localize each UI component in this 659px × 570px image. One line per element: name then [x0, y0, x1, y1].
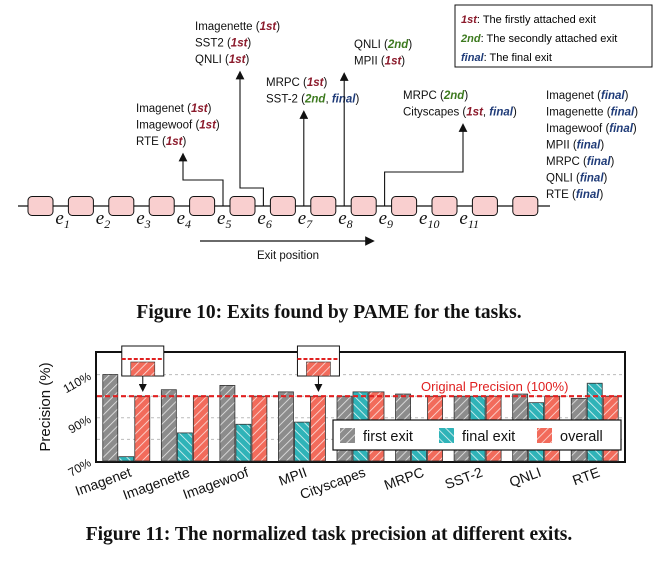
- bar-first-exit: [219, 384, 236, 462]
- exit-label: e2: [96, 208, 110, 231]
- y-axis-label: Precision (%): [37, 362, 54, 451]
- exit-label: e10: [419, 208, 439, 231]
- annotation-line: RTE (1st): [136, 136, 186, 148]
- exit-label: e4: [177, 208, 191, 231]
- chart-legend-box: [332, 419, 622, 451]
- exit-label: e11: [459, 208, 479, 231]
- annotation-line: Cityscapes (1st, final): [403, 107, 517, 119]
- legend-final: final: The final exit: [461, 52, 552, 64]
- legend-first: 1st: The firstly attached exit: [461, 14, 596, 26]
- category-label: RTE: [570, 464, 602, 489]
- zoom-bar: [306, 361, 331, 377]
- bar-first-exit: [102, 374, 119, 462]
- exit-node: [67, 196, 94, 216]
- bar-overall: [251, 395, 268, 462]
- category-label: Imagenette: [121, 464, 192, 503]
- exit-position-label: Exit position: [257, 250, 319, 262]
- exit-label: e7: [298, 208, 313, 231]
- legend-swatch-final: [439, 428, 454, 443]
- category-label: Cityscapes: [298, 464, 368, 502]
- bar-final-exit: [294, 421, 310, 462]
- exit-label: e8: [338, 208, 352, 231]
- zoom-bar: [130, 361, 156, 377]
- exit-node: [310, 196, 337, 216]
- y-ticks: 70% 90% 110%: [61, 369, 94, 480]
- annotation-line: Imagenette (1st): [195, 21, 280, 33]
- legend-overall: overall: [560, 429, 603, 445]
- annotation-line: QNLI (2nd): [354, 39, 412, 51]
- annotation-line: RTE (final): [546, 189, 603, 201]
- exit-node: [27, 196, 54, 216]
- chart-legend: first exit final exit overall: [332, 419, 622, 451]
- annotation-line: MRPC (final): [546, 156, 615, 168]
- exit-label: e6: [257, 208, 271, 231]
- exit-node: [471, 196, 498, 216]
- exit-node: [391, 196, 418, 216]
- legend-swatch-first: [340, 428, 355, 443]
- exit-label: e9: [379, 208, 393, 231]
- y-tick-label: 90%: [66, 412, 94, 436]
- exit-label: e1: [55, 208, 69, 231]
- annotation-line: Imagewoof (1st): [136, 120, 220, 132]
- annotation-arrow: [178, 152, 224, 206]
- legend-final-exit: final exit: [462, 429, 515, 445]
- annotation-line: SST-2 (2nd, final): [266, 94, 359, 106]
- reference-label: Original Precision (100%): [421, 379, 568, 394]
- bar-final-exit: [235, 423, 252, 462]
- zoom-callouts: [121, 345, 340, 392]
- y-tick-label: 110%: [61, 369, 94, 396]
- category-label: Imagewoof: [181, 464, 251, 502]
- annotation-line: MRPC (1st): [266, 77, 328, 89]
- figure-11: Original Precision (100%) 70% 90% 110% Ima…: [37, 345, 626, 545]
- bar-first-exit: [160, 389, 177, 462]
- bar-first-exit: [278, 391, 294, 462]
- annotation-arrow: [235, 70, 264, 206]
- exit-nodes: e1 e2 e3 e4 e5 e6 e7 e8 e9 e10 e11: [27, 196, 539, 231]
- legend-swatch-overall: [537, 428, 552, 443]
- fig10-legend-box: [454, 4, 653, 68]
- annotation-line: Imagenette (final): [546, 107, 638, 119]
- figure11-caption: Figure 11: The normalized task precision…: [86, 524, 573, 545]
- fig10-legend: 1st: The firstly attached exit 2nd: The …: [454, 4, 653, 68]
- category-label: SST-2: [443, 464, 485, 492]
- reference-line-group: Original Precision (100%): [97, 379, 624, 398]
- y-tick-label: 70%: [66, 455, 94, 479]
- exit-node: [148, 196, 175, 216]
- exit-node: [108, 196, 135, 216]
- annotation-line: MPII (1st): [354, 56, 405, 68]
- category-label: QNLI: [507, 464, 543, 490]
- bar-overall: [192, 395, 209, 462]
- legend-second: 2nd: The secondly attached exit: [460, 33, 617, 45]
- figure-10: 1st: The firstly attached exit 2nd: The …: [18, 4, 653, 323]
- exit-node: [431, 196, 458, 216]
- annotation-line: SST2 (1st): [195, 38, 251, 50]
- exit-node: [189, 196, 216, 216]
- annotation-line: QNLI (final): [546, 173, 608, 185]
- bar-overall: [134, 395, 151, 462]
- bar-overall: [310, 395, 326, 462]
- bar-final-exit: [176, 432, 193, 462]
- bar-final-exit: [118, 456, 135, 462]
- exit-node: [350, 196, 377, 216]
- annotation-line: Imagenet (1st): [136, 103, 212, 115]
- annotation-line: Imagenet (final): [546, 90, 629, 102]
- figure10-caption: Figure 10: Exits found by PAME for the t…: [136, 302, 521, 323]
- exit-node: [269, 196, 296, 216]
- annotation-arrow: [384, 123, 468, 206]
- exit-node: [229, 196, 256, 216]
- exit-label: e5: [217, 208, 231, 231]
- annotation-line: Imagewoof (final): [546, 123, 637, 135]
- annotation-line: QNLI (1st): [195, 54, 250, 66]
- exit-annotations: Imagenet (1st) Imagewoof (1st) RTE (1st) Im…: [136, 21, 638, 206]
- exit-node: [512, 196, 539, 216]
- legend-first-exit: first exit: [363, 429, 413, 445]
- annotation-line: MPII (final): [546, 140, 604, 152]
- exit-label: e3: [136, 208, 150, 231]
- annotation-line: MRPC (2nd): [403, 90, 468, 102]
- category-label: MRPC: [382, 464, 426, 493]
